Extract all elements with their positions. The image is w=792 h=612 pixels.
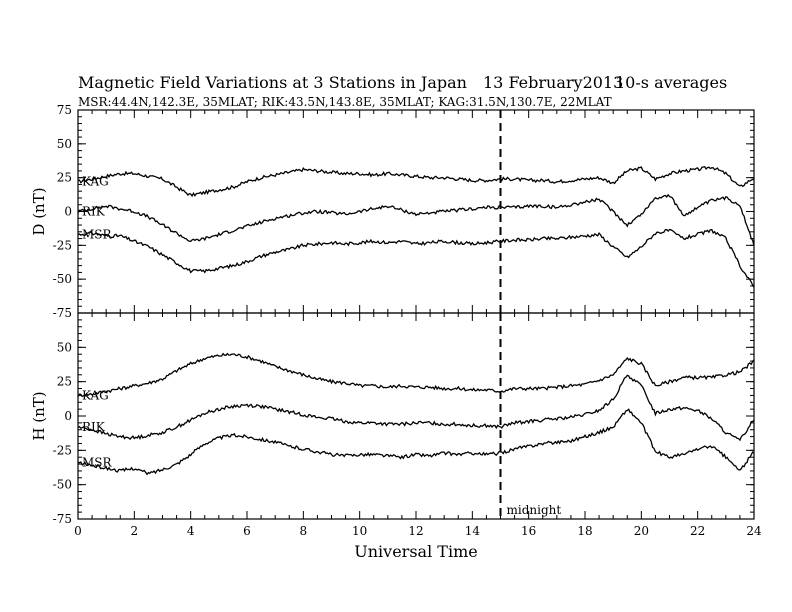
series-line-rik [77, 374, 755, 442]
y-tick-label: 75 [57, 103, 72, 117]
y-tick-label: -50 [53, 272, 72, 286]
series-line-rik [77, 193, 755, 246]
panel-frame-D [77, 109, 755, 314]
x-tick-label: 0 [74, 524, 82, 538]
y-tick-label: 0 [64, 409, 72, 423]
series-line-msr [77, 408, 755, 476]
chart-averaging: 10-s averages [615, 73, 728, 92]
series-label-rik: RIK [82, 205, 106, 219]
y-tick-label: 50 [57, 137, 72, 151]
series-line-kag [77, 165, 755, 198]
chart-subtitle: MSR:44.4N,142.3E, 35MLAT; RIK:43.5N,143.… [78, 95, 612, 109]
chart-title-text: Magnetic Field Variations at 3 Stations … [78, 73, 467, 92]
x-tick-label: 10 [352, 524, 367, 538]
x-tick-label: 8 [300, 524, 308, 538]
y-tick-label: -25 [53, 443, 72, 457]
y-tick-label: -25 [53, 238, 72, 252]
x-tick-label: 14 [465, 524, 481, 538]
x-tick-label: 18 [577, 524, 592, 538]
panel-frame-H [77, 312, 755, 520]
y-tick-label: 0 [64, 205, 72, 219]
chart-title: Magnetic Field Variations at 3 Stations … [78, 73, 727, 92]
y-tick-label: -75 [53, 306, 72, 320]
series-label-kag: KAG [82, 175, 109, 189]
x-tick-label: 6 [243, 524, 251, 538]
series-label-msr: MSR [82, 228, 113, 242]
y-tick-label: -50 [53, 478, 72, 492]
x-tick-label: 16 [521, 524, 536, 538]
chart-date: 13 February2013 [483, 73, 624, 92]
y-axis-label: D (nT) [30, 187, 48, 235]
series-line-kag [77, 352, 755, 398]
y-axis-label: H (nT) [30, 391, 48, 440]
x-tick-label: 22 [690, 524, 705, 538]
series-label-msr: MSR [82, 456, 113, 470]
y-tick-label: 25 [57, 171, 72, 185]
x-tick-label: 24 [746, 524, 762, 538]
y-tick-label: 50 [57, 340, 72, 354]
y-tick-label: -75 [53, 512, 72, 526]
x-tick-label: 4 [187, 524, 195, 538]
y-tick-label: 25 [57, 375, 72, 389]
x-tick-label: 12 [408, 524, 423, 538]
x-tick-label: 2 [131, 524, 139, 538]
x-tick-label: 20 [634, 524, 649, 538]
series-label-kag: KAG [82, 388, 109, 402]
x-axis-label: Universal Time [354, 542, 477, 561]
series-line-msr [77, 228, 755, 288]
series-label-rik: RIK [82, 420, 106, 434]
midnight-label: midnight [507, 503, 562, 517]
